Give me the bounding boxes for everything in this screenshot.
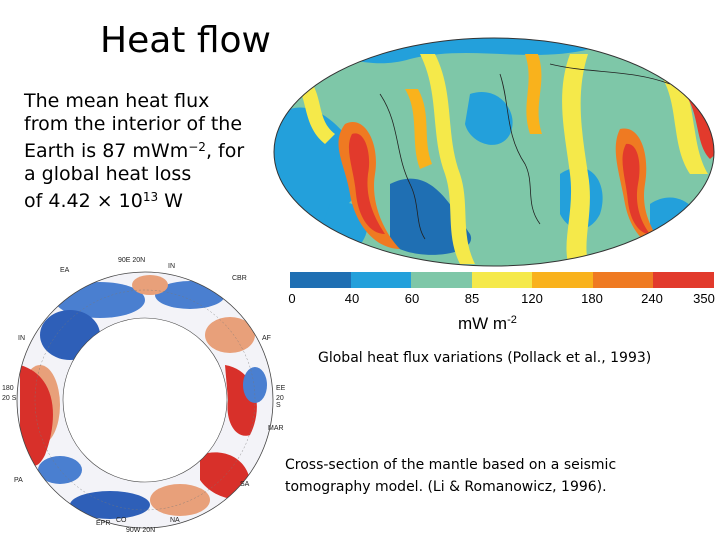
ring-label: IN [18,335,25,342]
tomography-ring-image [0,255,290,540]
intro-line-3: Earth is 87 mWm−2, for [24,136,264,163]
tick-label: 0 [288,291,296,306]
intro-line-3-end: , for [205,140,245,162]
colorbar [290,272,715,288]
ring-label: PA [14,477,23,484]
ring-label: EPR [96,520,111,527]
colorbar-segment [532,272,593,288]
tick-label: 120 [521,291,543,306]
slide-title: Heat flow [100,20,271,61]
ring-label: NA [170,517,180,524]
ring-label: EA [60,267,70,274]
colorbar-segment [471,272,533,288]
ring-label: EE [276,385,286,392]
colorbar-ticks: 0 40 60 85 120 180 240 350 [284,291,720,309]
colorbar-segment [411,272,472,288]
unit-base: mW m [458,314,508,333]
intro-text: The mean heat flux from the interior of … [24,90,264,213]
ring-label: 20 S [276,395,284,409]
tomography-caption: Cross-section of the mantle based on a s… [285,457,617,495]
ring-label: SA [240,481,250,488]
intro-line-5-end: W [158,190,183,212]
tick-label: 40 [344,291,360,306]
ring-label: MAR [268,425,284,432]
intro-line-2: from the interior of the [24,113,243,135]
tick-label: 85 [464,291,480,306]
tick-label: 350 [693,291,715,306]
ring-label: IN [168,263,175,270]
tick-label: 60 [404,291,420,306]
intro-line-4: a global heat loss [24,163,192,185]
ring-label: 90E 20N [118,257,146,264]
heat-map-caption: Global heat flux variations (Pollack et … [318,350,652,366]
intro-line-5: of 4.42 × 1013 W [24,186,264,213]
tomography-ring: 90E 20N EA IN CBR AF EE 20 S MAR SA IN 1… [0,255,290,540]
ring-label: 180 [2,385,14,392]
tick-label: 180 [581,291,603,306]
intro-line-3-text: Earth is 87 mWm [24,140,189,162]
colorbar-segment [653,272,715,288]
ring-label: 20 S [2,395,17,402]
heat-flux-map [270,34,718,270]
ring-label: 90W 20N [126,527,156,534]
ring-label: CO [116,517,127,524]
colorbar-segment [592,272,654,288]
intro-line-5-text: of 4.42 × 10 [24,190,143,212]
colorbar-unit: mW m-2 [458,314,517,334]
flux-exponent: −2 [188,140,206,154]
colorbar-segment [350,272,412,288]
colorbar-segment [290,272,351,288]
ring-label: CBR [232,275,247,282]
heat-flux-map-image [273,37,715,267]
intro-line-1: The mean heat flux [24,90,210,112]
unit-exponent: -2 [507,314,517,326]
ring-label: AF [262,335,271,342]
loss-exponent: 13 [142,190,159,204]
tick-label: 240 [641,291,663,306]
